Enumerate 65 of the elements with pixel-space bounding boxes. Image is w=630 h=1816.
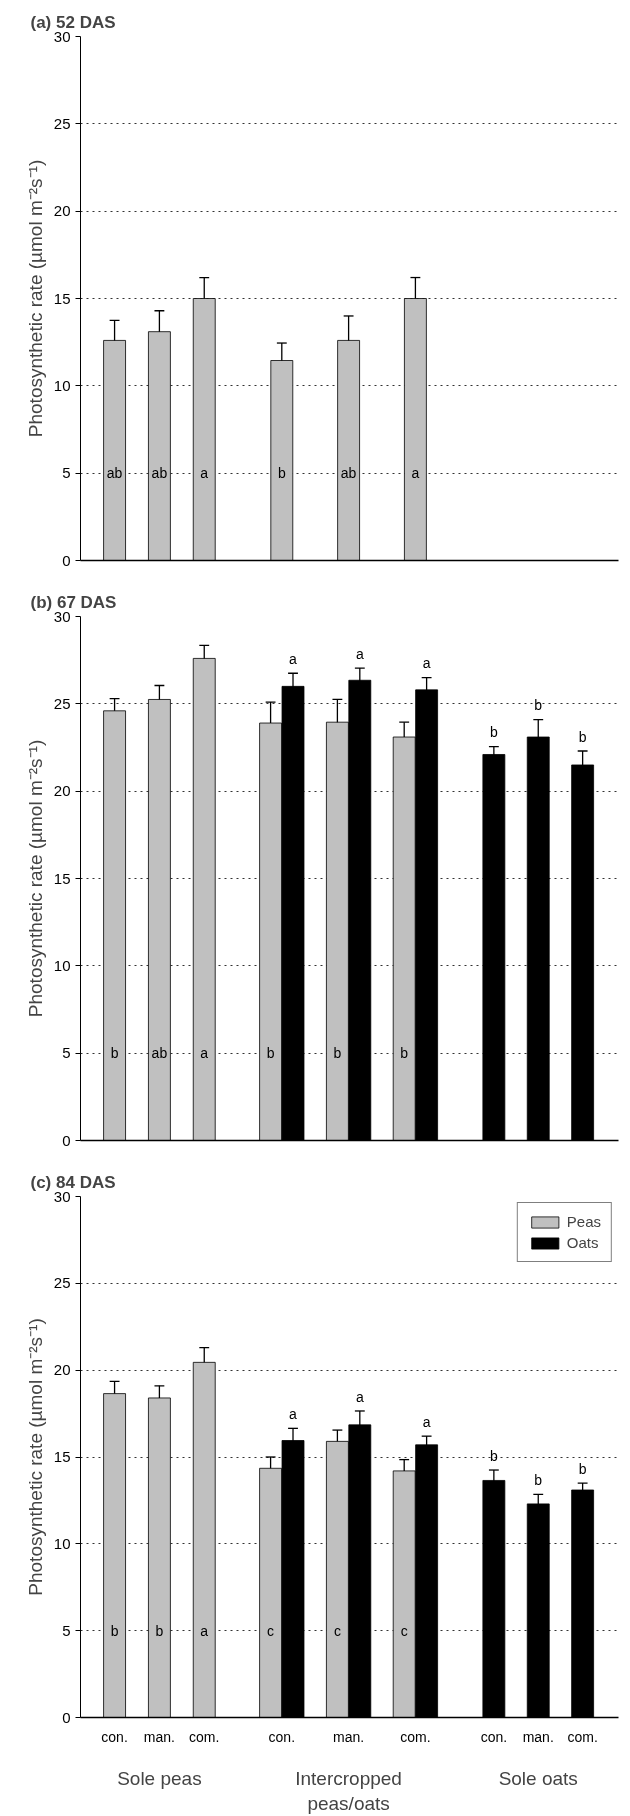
y-tick-label: 15 (53, 1448, 71, 1465)
data-label: a (411, 465, 420, 482)
data-label: c (333, 1622, 341, 1639)
data-label: ab (340, 465, 357, 482)
data-label: ab (151, 1045, 168, 1062)
y-axis-title: Photosynthetic rate (µmol m⁻²s⁻¹) (24, 159, 46, 438)
data-label: a (422, 655, 431, 672)
x-tick-label: man. (522, 1728, 554, 1745)
y-tick-label: 25 (53, 114, 71, 132)
data-label: b (155, 1622, 164, 1639)
data-label: b (534, 697, 543, 714)
data-label: b (400, 1045, 409, 1062)
text: Intercropped peas/oats (295, 1767, 402, 1814)
data-label: b (333, 1045, 342, 1062)
data-label: ab (106, 465, 123, 482)
y-tick-label: 0 (62, 1131, 71, 1149)
x-tick-label: man. (143, 1728, 175, 1745)
data-label: a (289, 650, 298, 667)
x-tick-label: com. (189, 1728, 220, 1745)
y-tick-label: 10 (53, 956, 71, 974)
text: Sole oats (498, 1767, 578, 1789)
data-label: a (355, 645, 364, 662)
data-label: ab (151, 465, 168, 482)
legend-label: Peas (566, 1213, 601, 1230)
data-label: a (200, 465, 209, 482)
y-tick-label: 15 (53, 869, 71, 887)
y-tick-label: 15 (53, 289, 71, 307)
data-label: a (200, 1622, 209, 1639)
data-label: b (489, 1447, 498, 1464)
y-tick-label: 5 (62, 464, 71, 482)
y-tick-label: 20 (53, 1361, 71, 1379)
y-tick-label: 0 (62, 1708, 71, 1726)
data-label: b (110, 1045, 119, 1062)
y-tick-label: 0 (62, 551, 71, 569)
data-label: c (400, 1622, 408, 1639)
x-tick-label: con. (480, 1728, 508, 1745)
data-label: b (110, 1622, 119, 1639)
data-label: a (200, 1045, 209, 1062)
y-tick-label: 10 (53, 1534, 71, 1552)
y-tick-label: 25 (53, 694, 71, 712)
y-tick-label: 20 (53, 202, 71, 220)
legend-label: Oats (566, 1234, 599, 1251)
y-tick-label: 25 (53, 1274, 71, 1292)
y-axis-title: Photosynthetic rate (µmol m⁻²s⁻¹) (24, 739, 46, 1018)
y-tick-label: 10 (53, 376, 71, 394)
x-tick-label: man. (333, 1728, 365, 1745)
data-label: b (578, 728, 587, 745)
data-label: a (355, 1388, 364, 1405)
data-label: a (289, 1406, 298, 1423)
data-label: b (578, 1460, 587, 1477)
y-tick-label: 20 (53, 782, 71, 800)
data-label: b (277, 465, 286, 482)
data-label: a (422, 1413, 431, 1430)
data-label: b (266, 1045, 275, 1062)
text: Sole peas (117, 1767, 202, 1789)
data-label: b (489, 724, 498, 741)
y-tick-label: 5 (62, 1621, 71, 1639)
x-tick-label: com. (400, 1728, 431, 1745)
x-tick-label: com. (567, 1728, 598, 1745)
y-axis-title: Photosynthetic rate (µmol m⁻²s⁻¹) (24, 1318, 46, 1596)
y-tick-label: 5 (62, 1044, 71, 1062)
x-tick-label: con. (101, 1728, 128, 1745)
x-tick-label: con. (268, 1728, 296, 1745)
data-label: b (534, 1472, 543, 1489)
data-label: c (267, 1622, 275, 1639)
